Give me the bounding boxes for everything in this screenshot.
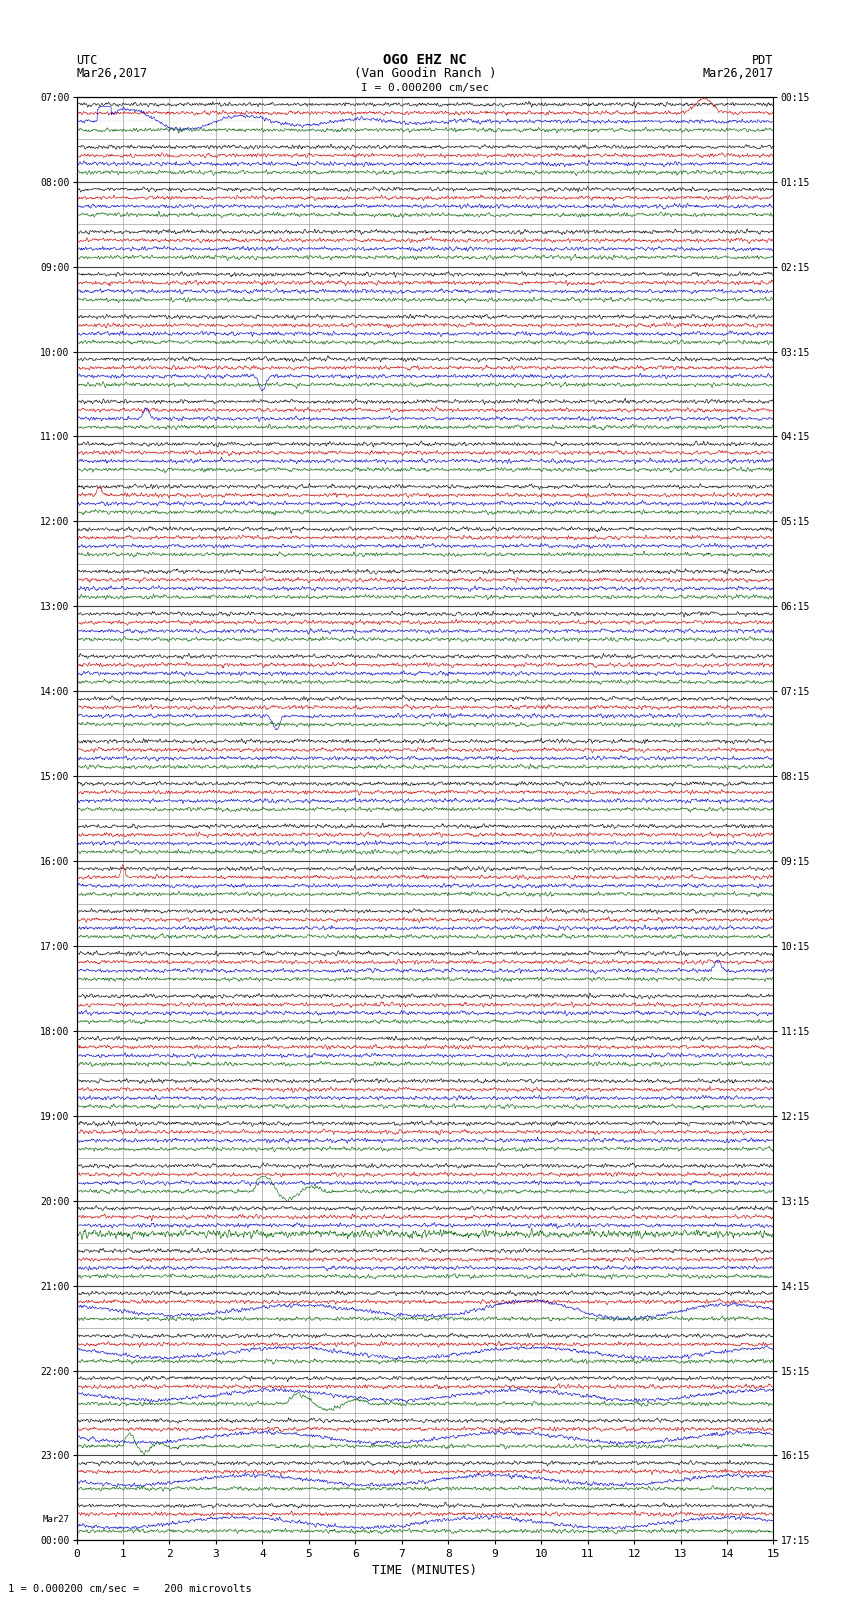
- Text: 1 = 0.000200 cm/sec =    200 microvolts: 1 = 0.000200 cm/sec = 200 microvolts: [8, 1584, 252, 1594]
- Text: Mar26,2017: Mar26,2017: [76, 66, 148, 79]
- Text: I = 0.000200 cm/sec: I = 0.000200 cm/sec: [361, 82, 489, 92]
- Text: UTC: UTC: [76, 53, 98, 66]
- X-axis label: TIME (MINUTES): TIME (MINUTES): [372, 1563, 478, 1576]
- Text: (Van Goodin Ranch ): (Van Goodin Ranch ): [354, 66, 496, 79]
- Text: Mar27: Mar27: [42, 1515, 70, 1524]
- Text: Mar26,2017: Mar26,2017: [702, 66, 774, 79]
- Text: OGO EHZ NC: OGO EHZ NC: [383, 53, 467, 66]
- Text: PDT: PDT: [752, 53, 774, 66]
